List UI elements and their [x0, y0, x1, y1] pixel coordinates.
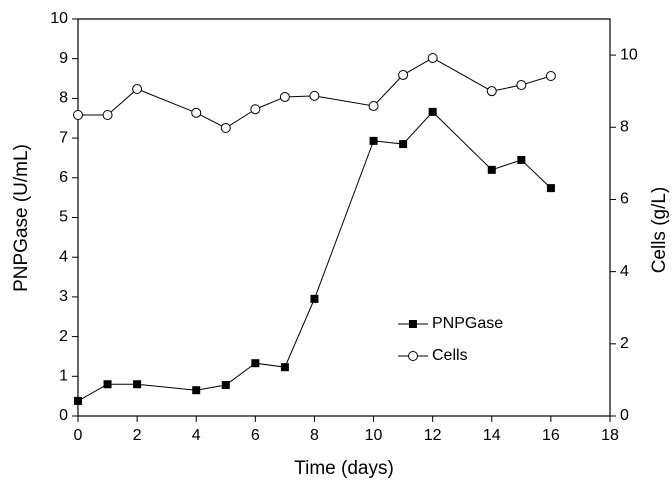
- x-tick-label: 18: [601, 427, 619, 444]
- y-tick-label: 7: [59, 129, 68, 146]
- y2-tick-label: 2: [620, 335, 629, 352]
- point: [220, 122, 231, 133]
- x-tick-label: 12: [424, 427, 442, 444]
- y2-tick-label: 8: [620, 118, 629, 135]
- y-axis-title: PNPGase (U/mL): [11, 144, 32, 292]
- y-tick-label: 2: [59, 328, 68, 345]
- point: [310, 294, 319, 303]
- y-tick-label: 1: [59, 368, 68, 385]
- y-tick-label: 5: [59, 209, 68, 226]
- point: [427, 52, 438, 63]
- point: [102, 110, 113, 121]
- y2-tick-label: 0: [620, 407, 629, 424]
- point: [133, 380, 142, 389]
- x-tick-label: 10: [365, 427, 383, 444]
- series-line: [77, 111, 552, 402]
- x-tick-label: 6: [251, 427, 260, 444]
- legend-label: Cells: [432, 347, 468, 364]
- x-tick-label: 14: [483, 427, 501, 444]
- y2-axis-title: Cells (g/L): [649, 187, 670, 274]
- x-tick-label: 4: [192, 427, 201, 444]
- point: [280, 363, 289, 372]
- y-tick-label: 6: [59, 169, 68, 186]
- point: [487, 165, 496, 174]
- point: [399, 140, 408, 149]
- point: [428, 107, 437, 116]
- point: [250, 104, 261, 115]
- y-tick-label: 3: [59, 288, 68, 305]
- point: [132, 84, 143, 95]
- point: [546, 184, 555, 193]
- y-tick-label: 4: [59, 248, 68, 265]
- y2-tick-label: 4: [620, 263, 629, 280]
- y2-tick-label: 6: [620, 191, 629, 208]
- y-tick-label: 9: [59, 50, 68, 67]
- point: [74, 396, 82, 405]
- point: [73, 110, 83, 121]
- point: [369, 136, 378, 145]
- plot-frame: [77, 18, 611, 417]
- series-line: [78, 57, 552, 129]
- point: [368, 100, 379, 111]
- x-tick-label: 8: [310, 427, 319, 444]
- x-tick-label: 16: [542, 427, 560, 444]
- point: [221, 381, 230, 390]
- x-tick-label: 2: [133, 427, 142, 444]
- y-tick-label: 8: [59, 90, 68, 107]
- point: [103, 380, 112, 389]
- legend-label: PNPGase: [432, 315, 503, 332]
- point: [191, 107, 202, 118]
- point: [251, 359, 260, 368]
- point: [517, 155, 526, 164]
- x-tick-label: 0: [74, 427, 83, 444]
- point: [279, 91, 290, 102]
- x-axis-title: Time (days): [294, 458, 394, 479]
- y2-tick-label: 10: [620, 46, 638, 63]
- point: [398, 69, 409, 80]
- point: [516, 80, 527, 91]
- y-tick-label: 10: [50, 10, 68, 27]
- point: [486, 86, 497, 97]
- point: [545, 71, 556, 82]
- legend-marker: [409, 320, 417, 328]
- y-tick-label: 0: [59, 407, 68, 424]
- point: [309, 90, 320, 101]
- legend-marker: [408, 351, 418, 361]
- point: [192, 386, 201, 395]
